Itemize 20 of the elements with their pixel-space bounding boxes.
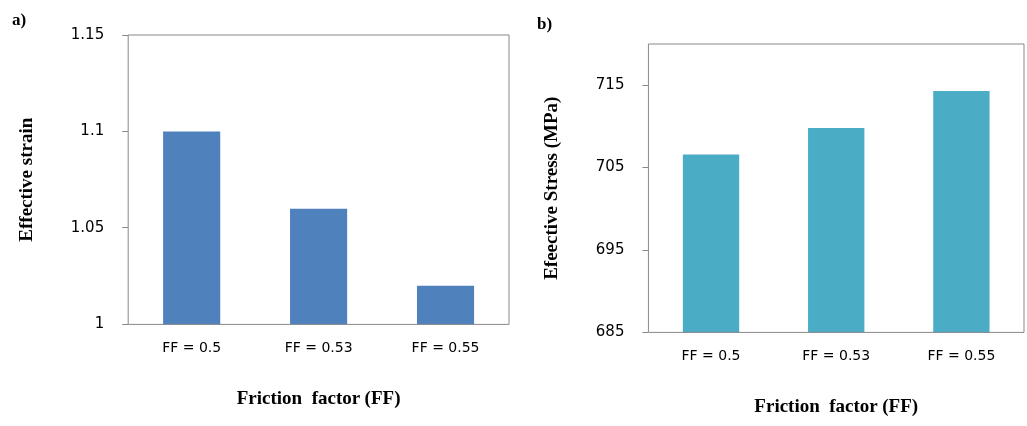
y-tick-label: 1	[94, 314, 105, 333]
text: a)	[12, 9, 27, 29]
x-tick-label: FF = 0.53	[802, 347, 871, 364]
y-tick-label: 685	[595, 322, 625, 341]
y-tick-label: 1.05	[70, 217, 105, 236]
y-tick-label: 1.1	[80, 121, 105, 140]
y-tick-label: 705	[595, 157, 625, 176]
x-tick-label: FF = 0.55	[411, 339, 480, 356]
text: b)	[537, 13, 553, 33]
x-tick-label: FF = 0.53	[284, 339, 353, 356]
y-tick-label: 715	[595, 75, 625, 94]
y-axis-title: Effective strain	[15, 117, 37, 242]
x-axis-title: Friction factor (FF)	[236, 386, 401, 409]
x-tick-label: FF = 0.55	[927, 347, 996, 364]
y-axis-title: Efeective Stress (MPa)	[540, 96, 563, 280]
y-tick-label: 695	[595, 239, 625, 258]
x-tick-label: FF = 0.5	[681, 347, 741, 364]
y-tick-label: 1.15	[70, 24, 105, 43]
x-axis-title: Friction factor (FF)	[754, 394, 919, 417]
x-tick-label: FF = 0.5	[162, 339, 222, 356]
